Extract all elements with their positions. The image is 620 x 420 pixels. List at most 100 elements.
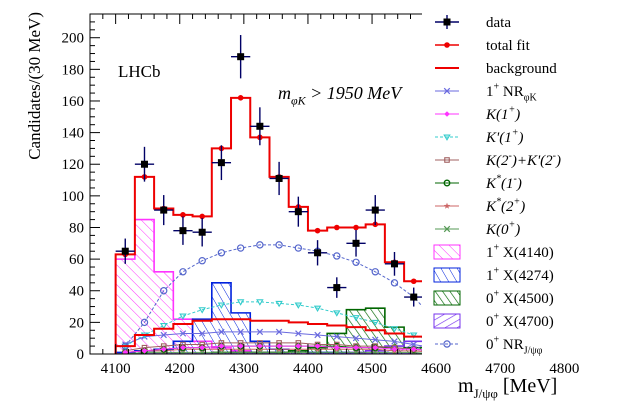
text-run: φK bbox=[524, 93, 538, 104]
y-tick-label: 160 bbox=[62, 94, 85, 110]
text-run: ) bbox=[514, 107, 520, 123]
x4274-outline bbox=[114, 282, 422, 354]
text-run: X(4500) bbox=[499, 291, 554, 307]
kprime1plus-point bbox=[159, 323, 168, 330]
background-line bbox=[114, 318, 422, 354]
kprime1plus-point bbox=[294, 302, 303, 309]
legend-label: 1+ X(4140) bbox=[486, 243, 554, 261]
k0plus-point bbox=[275, 349, 283, 354]
nr-phik-point bbox=[391, 338, 398, 345]
x4140-bin bbox=[115, 259, 135, 354]
data-point bbox=[333, 284, 341, 292]
data-point bbox=[237, 53, 245, 61]
x4500-outline bbox=[115, 307, 422, 354]
x-tick-label: 4800 bbox=[549, 361, 579, 377]
text-run: ) bbox=[516, 176, 522, 192]
legend-label: K*(1-) bbox=[485, 174, 522, 192]
nr-phik-point bbox=[410, 341, 417, 348]
cut-label: mφK > 1950 MeV bbox=[278, 83, 403, 107]
text-run: 1 bbox=[486, 268, 494, 284]
legend-label: K(1+) bbox=[485, 105, 520, 123]
kprime1plus-point bbox=[256, 299, 264, 306]
nr-jpsiphi-point bbox=[217, 249, 226, 257]
nr-jpsiphi-point bbox=[333, 252, 341, 260]
text-run: m bbox=[458, 375, 474, 397]
legend-marker bbox=[443, 225, 451, 233]
total-fit-point bbox=[333, 224, 340, 231]
x-tick-label: 4500 bbox=[357, 361, 387, 377]
y-axis-title: Candidates/(30 MeV) bbox=[25, 12, 44, 160]
series-k1plus bbox=[122, 343, 422, 354]
nr-jpsiphi-point bbox=[236, 244, 245, 252]
k1plus-point bbox=[314, 343, 321, 349]
k1plus-point bbox=[180, 344, 186, 351]
text-run: 0 bbox=[486, 314, 494, 330]
plot-content bbox=[114, 35, 422, 354]
legend-entry-0-x-4500: 0+ X(4500) bbox=[433, 289, 554, 307]
data-point bbox=[198, 228, 206, 236]
nr-jpsiphi-point bbox=[294, 244, 303, 252]
legend-marker bbox=[444, 157, 450, 163]
text-run: 1 bbox=[486, 245, 494, 261]
kprime1plus-point bbox=[198, 307, 206, 314]
legend-entry-1-x-4140: 1+ X(4140) bbox=[433, 243, 554, 261]
nr-phik-point bbox=[198, 330, 206, 337]
nr-jpsiphi-point bbox=[390, 279, 399, 287]
text-run: - bbox=[553, 151, 556, 162]
data-point bbox=[140, 160, 148, 168]
total-fit-point bbox=[237, 95, 244, 101]
legend-swatch bbox=[433, 290, 461, 306]
series-data bbox=[115, 35, 422, 307]
legend-swatch bbox=[433, 267, 461, 283]
text-run: - bbox=[509, 151, 512, 162]
data-point bbox=[352, 239, 360, 247]
kprime1plus-point bbox=[371, 319, 380, 327]
nr-phik-point bbox=[352, 334, 360, 342]
data-point bbox=[179, 227, 187, 235]
k0plus-point bbox=[256, 349, 264, 354]
x-tick-label: 4300 bbox=[229, 361, 259, 377]
x4140-bin bbox=[134, 219, 155, 354]
legend-swatch bbox=[433, 244, 461, 260]
legend-label: 1+ X(4274) bbox=[486, 266, 554, 284]
k1plus-point bbox=[218, 343, 225, 349]
legend-entry-total-fit: total fit bbox=[435, 38, 531, 54]
nr-jpsiphi-point bbox=[140, 318, 149, 327]
y-tick-label: 40 bbox=[69, 284, 84, 300]
legend-entry-background: background bbox=[435, 61, 557, 77]
k1plus-point bbox=[141, 348, 148, 354]
legend-swatch bbox=[433, 313, 461, 329]
x4274-bin bbox=[192, 319, 212, 354]
k1plus-point bbox=[257, 343, 263, 349]
y-tick-label: 60 bbox=[69, 252, 84, 268]
k1plus-point bbox=[372, 344, 379, 351]
y-tick-label: 80 bbox=[69, 220, 84, 236]
x-axis-title-text: mJ/ψφ [MeV] bbox=[458, 375, 557, 401]
text-run: 1 bbox=[486, 84, 494, 100]
legend-label: K(2-)+K'(2-) bbox=[485, 151, 561, 169]
text-run: φK bbox=[291, 93, 307, 107]
total-fit-point bbox=[199, 213, 205, 220]
text-run: + bbox=[509, 220, 516, 231]
text-run: Candidates/(30 MeV) bbox=[25, 12, 44, 160]
text-run: X(4274) bbox=[499, 268, 554, 284]
nr-phik-point bbox=[295, 330, 302, 337]
x4500-bin bbox=[307, 347, 328, 354]
x-axis-title: mJ/ψφ [MeV] bbox=[458, 375, 557, 401]
text-run: X(4700) bbox=[499, 314, 554, 330]
nr-phik-point bbox=[333, 333, 341, 340]
text-run: 0 bbox=[486, 337, 494, 353]
legend-entry-0-nr-j: 0+ NRJ/ψφ bbox=[435, 335, 543, 357]
total-fit-point bbox=[314, 227, 321, 234]
nr-phik-point bbox=[160, 331, 167, 339]
legend-label: K*(2+) bbox=[485, 197, 525, 215]
data-point bbox=[160, 206, 168, 214]
series-nr-phik bbox=[122, 328, 422, 348]
text-run: ) bbox=[519, 199, 525, 215]
text-run: total fit bbox=[486, 38, 531, 54]
nr-phik-point bbox=[256, 328, 264, 336]
text-run: - bbox=[514, 174, 517, 185]
legend-marker bbox=[443, 87, 451, 95]
k0plus-point bbox=[333, 349, 341, 354]
nr-phik-point bbox=[372, 336, 379, 343]
